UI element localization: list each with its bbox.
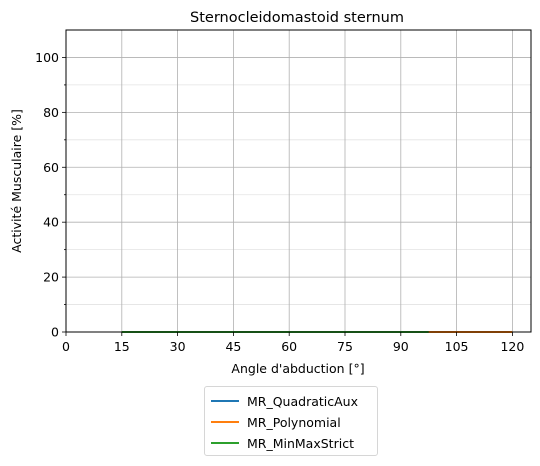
x-tick-label: 105 xyxy=(445,339,469,354)
x-axis-label: Angle d'abduction [°] xyxy=(231,361,364,376)
y-tick-label: 0 xyxy=(51,325,59,340)
x-axis-ticks: 0 15 30 45 60 75 90 105 120 xyxy=(62,332,524,354)
grid xyxy=(65,30,531,333)
plot-area-frame xyxy=(65,29,532,333)
legend-swatch-minmaxstrict xyxy=(211,442,239,444)
x-tick-label: 45 xyxy=(225,339,241,354)
x-tick-label: 15 xyxy=(114,339,130,354)
y-tick-label: 20 xyxy=(43,270,59,285)
y-axis-ticks: 0 20 40 60 80 100 xyxy=(35,50,66,340)
y-tick-label: 40 xyxy=(43,215,59,230)
legend-label-quadraticaux: MR_QuadraticAux xyxy=(247,393,358,409)
legend-swatch-quadraticaux xyxy=(211,400,239,402)
legend-item-minmaxstrict: MR_MinMaxStrict xyxy=(211,433,354,453)
y-axis-label: Activité Musculaire [%] xyxy=(9,109,24,253)
x-tick-label: 120 xyxy=(500,339,524,354)
legend-label-polynomial: MR_Polynomial xyxy=(247,414,341,430)
x-tick-label: 60 xyxy=(281,339,297,354)
x-tick-label: 75 xyxy=(337,339,353,354)
x-tick-label: 30 xyxy=(170,339,186,354)
x-tick-label: 90 xyxy=(393,339,409,354)
y-tick-label: 80 xyxy=(43,105,59,120)
x-tick-label: 0 xyxy=(62,339,70,354)
legend-item-polynomial: MR_Polynomial xyxy=(211,412,341,432)
legend: MR_QuadraticAux MR_Polynomial MR_MinMaxS… xyxy=(204,386,378,456)
y-tick-label: 60 xyxy=(43,160,59,175)
chart-title: Sternocleidomastoid sternum xyxy=(190,10,404,26)
legend-label-minmaxstrict: MR_MinMaxStrict xyxy=(247,435,354,451)
legend-swatch-polynomial xyxy=(211,421,239,423)
y-tick-label: 100 xyxy=(35,50,59,65)
legend-item-quadraticaux: MR_QuadraticAux xyxy=(211,391,358,411)
